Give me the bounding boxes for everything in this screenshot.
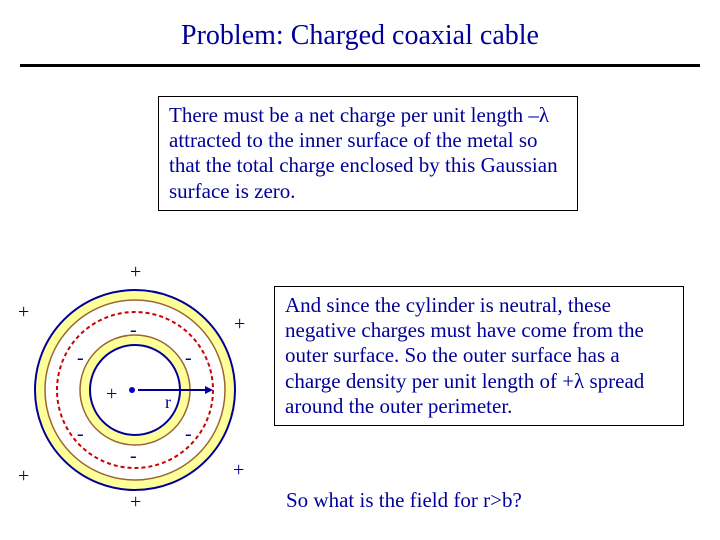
minus-charge: - (130, 446, 137, 466)
plus-charge-outer: + (18, 302, 29, 322)
question-text: So what is the field for r>b? (286, 488, 522, 513)
radius-arrow-icon (205, 386, 213, 394)
explanation-text-1: There must be a net charge per unit leng… (169, 103, 558, 203)
radius-line (138, 389, 208, 391)
explanation-box-1: There must be a net charge per unit leng… (158, 96, 578, 211)
minus-charge: - (130, 320, 137, 340)
page-title: Problem: Charged coaxial cable (0, 0, 720, 64)
minus-charge: - (185, 424, 192, 444)
radius-label: r (165, 392, 171, 413)
coaxial-diagram: r +++++++------ (10, 270, 270, 530)
plus-charge-outer: + (233, 460, 244, 480)
minus-charge: - (185, 348, 192, 368)
plus-charge-outer: + (18, 466, 29, 486)
explanation-box-2: And since the cylinder is neutral, these… (274, 286, 684, 426)
explanation-text-2: And since the cylinder is neutral, these… (285, 293, 644, 418)
center-dot (129, 387, 135, 393)
plus-charge-inner: + (106, 384, 117, 404)
minus-charge: - (77, 424, 84, 444)
title-divider (20, 64, 700, 67)
plus-charge-outer: + (130, 492, 141, 512)
plus-charge-outer: + (234, 314, 245, 334)
plus-charge-outer: + (130, 262, 141, 282)
minus-charge: - (77, 348, 84, 368)
